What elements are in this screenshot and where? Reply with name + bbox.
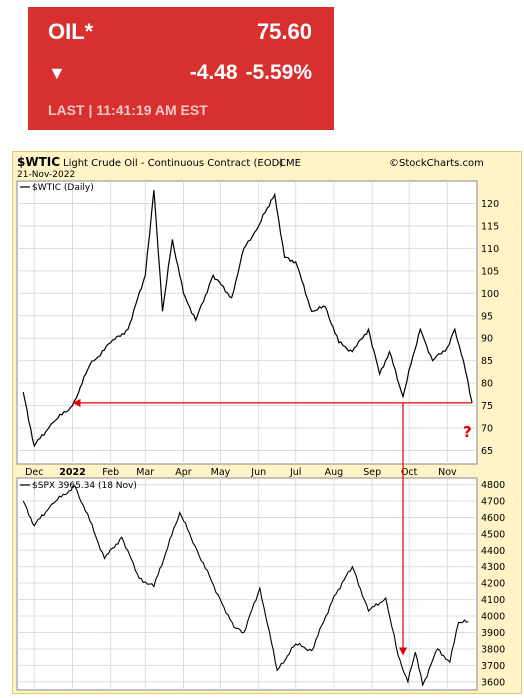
chart-symbol: $WTIC [17, 155, 60, 169]
y-tick-label: 4800 [481, 480, 505, 491]
y-tick-label: 80 [481, 379, 493, 390]
spx-grid [17, 478, 477, 690]
y-tick-label: 4700 [481, 497, 505, 508]
bottom-marker-arrowhead [399, 647, 408, 656]
y-tick-label: 3700 [481, 661, 505, 672]
y-tick-label: 4500 [481, 529, 505, 540]
x-tick-label: Aug [325, 467, 344, 478]
y-tick-label: 75 [481, 401, 493, 412]
quote-last-price: 75.60 [256, 19, 312, 44]
chart-container: $WTIC Light Crude Oil - Continuous Contr… [12, 151, 522, 698]
spx-y-tick-labels: 3600 3700 3800 3900 4000 4100 4200 4300 4400 4500… [481, 480, 505, 688]
question-mark-label: ? [463, 423, 472, 441]
x-tick-label: May [211, 467, 231, 478]
quote-timestamp: LAST | 11:41:19 AM EST [48, 102, 208, 118]
spx-price-line [22, 485, 469, 688]
y-tick-label: 4300 [481, 562, 505, 573]
oil-legend-label: $WTIC (Daily) [32, 183, 94, 193]
y-tick-label: 115 [481, 221, 499, 232]
oil-price-panel: 65 70 75 80 85 90 95 100 105 110 115 120 Dec 2022 Feb… [16, 180, 499, 478]
y-tick-label: 4100 [481, 595, 505, 606]
spx-legend-label: $SPX 3965.34 (18 Nov) [32, 481, 137, 491]
y-tick-label: 4000 [481, 612, 505, 623]
annotations: ? [72, 398, 473, 656]
x-tick-label: Sep [363, 467, 381, 478]
x-tick-label: Mar [136, 467, 154, 478]
y-tick-label: 3800 [481, 644, 505, 655]
oil-plot-area [16, 180, 478, 465]
y-tick-label: 3600 [481, 677, 505, 688]
oil-y-tick-labels: 65 70 75 80 85 90 95 100 105 110 115 120 [481, 199, 499, 457]
y-tick-label: 105 [481, 266, 499, 277]
stock-chart: $WTIC Light Crude Oil - Continuous Contr… [16, 155, 505, 698]
spx-plot-area [16, 477, 478, 691]
quote-change: -4.48 -5.59% [190, 61, 312, 85]
x-tick-label: Oct [401, 467, 418, 478]
y-tick-label: 110 [481, 244, 499, 255]
x-tick-label: Jun [250, 467, 266, 478]
y-tick-label: 90 [481, 334, 493, 345]
y-tick-label: 3900 [481, 628, 505, 639]
x-tick-label: Dec [25, 467, 43, 478]
chart-title: Light Crude Oil - Continuous Contract (E… [63, 158, 283, 169]
y-tick-label: 65 [481, 446, 493, 457]
spx-panel: 3600 3700 3800 3900 4000 4100 4200 4300 4400 4500… [16, 477, 505, 698]
quote-symbol: OIL* [48, 19, 94, 44]
oil-x-tick-labels: Dec 2022 Feb Mar Apr May Jun Jul Aug Sep Oct Nov [25, 467, 457, 478]
y-tick-label: 4400 [481, 546, 505, 557]
y-tick-label: 85 [481, 356, 493, 367]
quote-change-value: -4.48 [189, 61, 238, 84]
quote-panel: OIL* 75.60 ▼ -4.48 -5.59% LAST | 11:41:1… [20, 0, 342, 138]
y-tick-label: 95 [481, 311, 493, 322]
down-triangle-icon: ▼ [48, 63, 66, 83]
support-arrowhead [72, 398, 81, 407]
y-tick-label: 70 [481, 424, 493, 435]
x-tick-label: Apr [175, 467, 192, 478]
x-tick-label: Nov [438, 467, 457, 478]
y-tick-label: 4200 [481, 579, 505, 590]
x-tick-label: Feb [102, 467, 119, 478]
chart-brand: ©StockCharts.com [389, 158, 484, 169]
quote-change-percent: -5.59% [245, 61, 312, 84]
x-tick-label: Jul [289, 467, 301, 478]
y-tick-label: 4600 [481, 513, 505, 524]
oil-price-line [22, 189, 473, 448]
y-tick-label: 100 [481, 289, 499, 300]
chart-exchange: CME [279, 158, 301, 169]
oil-grid [17, 181, 477, 464]
x-tick-label: 2022 [59, 467, 85, 478]
chart-date: 21-Nov-2022 [17, 170, 75, 180]
y-tick-label: 120 [481, 199, 499, 210]
